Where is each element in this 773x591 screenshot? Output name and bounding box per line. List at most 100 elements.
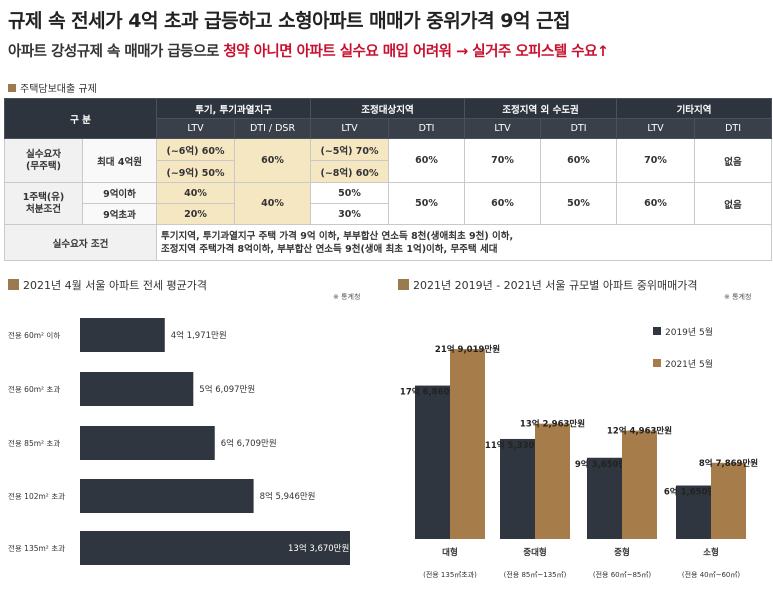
chart1-bar [80, 426, 215, 460]
chart2-bar [622, 430, 657, 539]
page-subtitle: 아파트 강성규제 속 매매가 급등으로 청약 아니면 아파트 실수요 매입 어려… [8, 40, 609, 61]
chart2-category-sublabel: (전용 85㎡~135㎡) [504, 570, 567, 579]
row-sublabel: 9억이하 [81, 182, 158, 204]
chart2-value-label: 17억 6,860만원 [400, 387, 465, 398]
chart2-value-label: 9억 3,650만원 [575, 459, 634, 470]
subheader: DTI / DSR [234, 118, 312, 139]
chart2-value-label: 11억 5,330만원 [485, 440, 550, 451]
chart1-source-note: ※ 통계청 [333, 293, 361, 301]
table-cell: 20% [156, 203, 236, 225]
table-cell: 50% [388, 182, 466, 225]
table-cell: 70% [464, 138, 542, 183]
chart2-value-label: 13억 2,963만원 [520, 419, 585, 430]
subtitle-part2: 청약 아니면 아파트 실수요 매입 어려워 [223, 44, 452, 60]
chart1-value-label: 5억 6,097만원 [199, 384, 255, 395]
chart1-title: 2021년 4월 서울 아파트 전세 평균가격 [8, 277, 207, 293]
table-cell: (~8억) 60% [310, 160, 390, 183]
section-table-label: 주택담보대출 규제 [8, 80, 97, 95]
chart1-value-label: 13억 3,670만원 [288, 543, 349, 554]
chart2-value-label: 8억 7,869만원 [699, 458, 758, 469]
row-label-condition: 실수요자 조건 [3, 224, 158, 261]
header-gubun: 구 분 [3, 98, 158, 139]
condition-text: 투기지역, 투기과열지구 주택 가격 9억 이하, 부부합산 연소득 8천(생애… [156, 224, 773, 261]
chart2-bar [587, 457, 622, 539]
square-bullet-icon [8, 279, 19, 290]
square-bullet-icon [8, 84, 16, 92]
chart2-value-label: 6억 1,650만원 [664, 487, 723, 498]
table-cell: 60% [540, 138, 618, 183]
table-cell: 60% [464, 182, 542, 225]
chart2-category-sublabel: (전용 40㎡~60㎡) [682, 570, 741, 579]
chart2-value-label: 12억 4,963만원 [607, 426, 672, 437]
table-cell: 70% [616, 138, 696, 183]
chart2-bar [415, 385, 450, 539]
chart2-bar [450, 349, 485, 539]
chart2-legend-swatch [653, 359, 661, 367]
row-sublabel-max: 최대 4억원 [81, 138, 158, 183]
table-cell: 60% [234, 138, 312, 183]
chart2-category-sublabel: (전용 135㎡초과) [423, 570, 477, 579]
chart1-bar [80, 318, 165, 352]
condition-line-2: 조정지역 주택가격 8억이하, 부부합산 연소득 9천(생애 최초 1억)이하,… [161, 243, 498, 255]
chart2-category-label: 중형 [614, 547, 630, 558]
chart2-bar [676, 485, 711, 539]
subheader: DTI [540, 118, 618, 139]
subheader: DTI [694, 118, 773, 139]
table-cell: 50% [540, 182, 618, 225]
chart1-value-label: 6억 6,709만원 [221, 438, 277, 449]
chart2-category-label: 중대형 [523, 547, 546, 558]
subtitle-part3: → 실거주 오피스텔 수요↑ [451, 44, 609, 60]
table-cell: 없음 [694, 138, 773, 183]
header-group-2: 조정대상지역 [310, 98, 466, 119]
chart1-category-label: 전용 135m² 초과 [8, 543, 65, 553]
table-cell: 40% [234, 182, 312, 225]
chart1-category-label: 전용 60m² 이하 [8, 330, 60, 340]
chart2-bar [535, 423, 570, 539]
header-group-3: 조정지역 외 수도권 [464, 98, 618, 119]
chart1-bar [80, 531, 350, 565]
chart1-value-label: 4억 1,971만원 [171, 330, 227, 341]
row-label-one-house: 1주택(유) 처분조건 [4, 182, 83, 225]
chart2-bar [711, 462, 746, 539]
row-label-first-buyer: 실수요자 (무주택) [4, 138, 83, 183]
chart2-category-label: 소형 [703, 547, 719, 558]
square-bullet-icon [398, 279, 409, 290]
loan-regulation-table: 구 분 투기, 투기과열지구 조정대상지역 조정지역 외 수도권 기타지역 LT… [3, 98, 773, 261]
chart2-category-sublabel: (전용 60㎡~85㎡) [593, 570, 652, 579]
chart2-legend-label: 2019년 5월 [665, 326, 713, 338]
chart2-legend-swatch [653, 327, 661, 335]
chart1-category-label: 전용 60m² 초과 [8, 384, 60, 394]
header-group-1: 투기, 투기과열지구 [156, 98, 312, 119]
chart2-bar [500, 438, 535, 539]
subheader: DTI [388, 118, 466, 139]
table-cell: 50% [310, 182, 390, 204]
condition-line-1: 투기지역, 투기과열지구 주택 가격 9억 이하, 부부합산 연소득 8천(생애… [161, 230, 514, 242]
subtitle-part1: 아파트 강성규제 속 매매가 급등으로 [8, 44, 224, 60]
chart1-value-label: 8억 5,946만원 [260, 491, 316, 502]
table-cell: 60% [616, 182, 696, 225]
page-title: 규제 속 전세가 4억 초과 급등하고 소형아파트 매매가 중위가격 9억 근접 [8, 10, 571, 32]
subheader: LTV [156, 118, 236, 139]
row-sublabel: 9억초과 [81, 203, 158, 225]
chart1-category-label: 전용 85m² 초과 [8, 438, 60, 448]
table-cell: 30% [310, 203, 390, 225]
table-cell: 40% [156, 182, 236, 204]
chart1-bar [80, 479, 254, 513]
chart2-title: 2021년 2019년 - 2021년 서울 규모별 아파트 중위매매가격 [398, 277, 697, 293]
chart2-legend-label: 2021년 5월 [665, 358, 713, 370]
chart1-bar [80, 372, 194, 406]
chart2-value-label: 21억 9,019만원 [435, 344, 500, 355]
chart1-category-label: 전용 102m² 초과 [8, 491, 65, 501]
subheader: LTV [616, 118, 696, 139]
table-cell: (~9억) 50% [156, 160, 236, 183]
table-cell: 없음 [694, 182, 773, 225]
table-cell: (~6억) 60% [156, 138, 236, 161]
subheader: LTV [310, 118, 390, 139]
chart2-category-label: 대형 [442, 547, 458, 558]
table-cell: 60% [388, 138, 466, 183]
chart2-source-note: ※ 통계청 [724, 293, 752, 301]
subheader: LTV [464, 118, 542, 139]
header-group-4: 기타지역 [616, 98, 773, 119]
